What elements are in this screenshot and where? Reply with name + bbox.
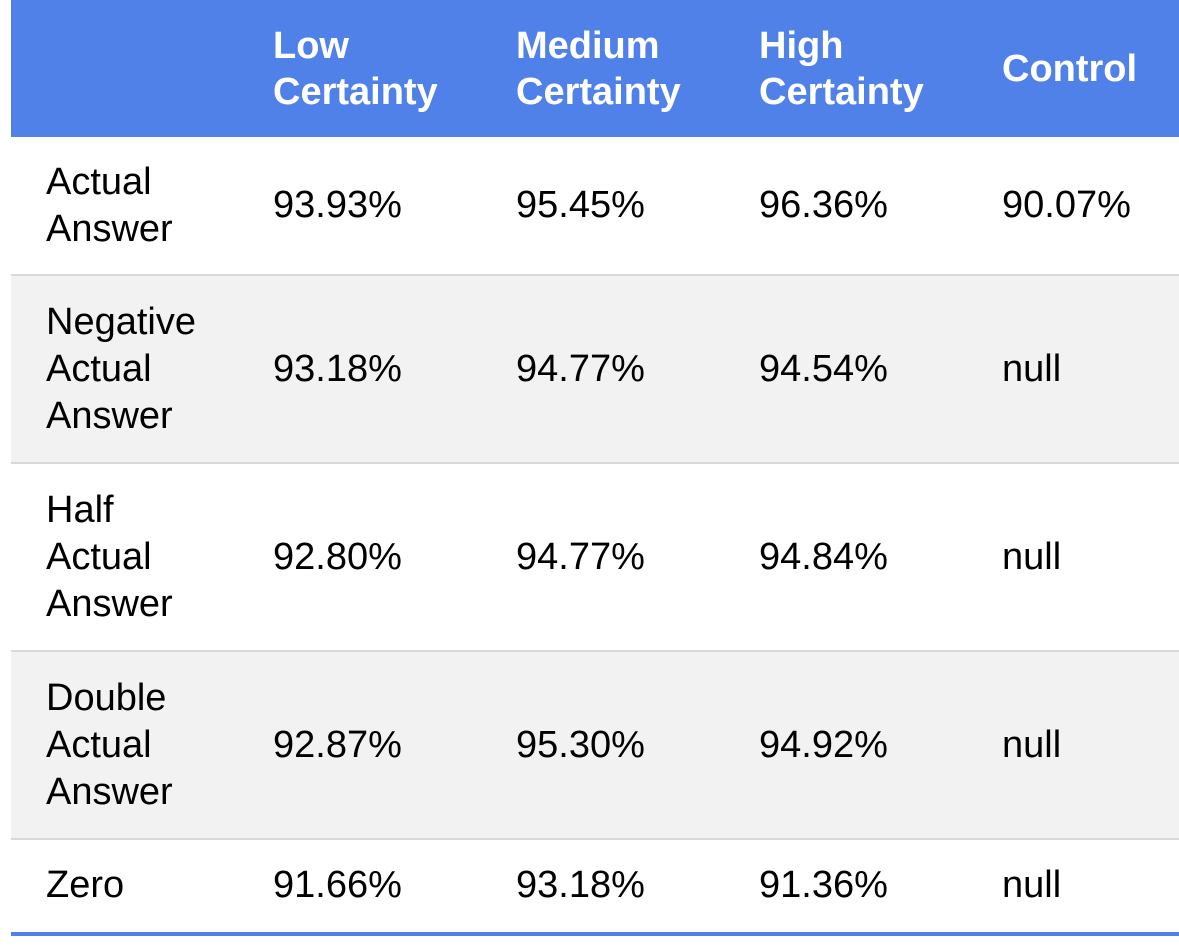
header-row: Low Certainty Medium Certainty High Cert… — [11, 0, 1179, 137]
table-cell: 94.77% — [481, 462, 724, 651]
table-row: Actual Answer 93.93% 95.45% 96.36% 90.07… — [11, 137, 1179, 275]
table-row: Half Actual Answer 92.80% 94.77% 94.84% … — [11, 462, 1179, 651]
header-high-certainty: High Certainty — [759, 24, 924, 113]
table-row: Zero 91.66% 93.18% 91.36% null — [11, 838, 1179, 931]
table-cell: 93.18% — [238, 274, 481, 463]
table-row: Double Actual Answer 92.87% 95.30% 94.92… — [11, 650, 1179, 839]
row-label: Double Actual Answer — [11, 650, 238, 839]
header-low-certainty: Low Certainty — [273, 24, 438, 113]
table-cell: null — [967, 650, 1179, 839]
table-cell: 93.18% — [481, 838, 724, 931]
table-cell: 94.84% — [724, 462, 967, 651]
table-cell: 92.80% — [238, 462, 481, 651]
table-cell: null — [967, 462, 1179, 651]
table-cell: 94.92% — [724, 650, 967, 839]
table-cell: 94.77% — [481, 274, 724, 463]
results-table-container: Low Certainty Medium Certainty High Cert… — [11, 0, 1179, 931]
header-corner — [11, 0, 238, 137]
table-bottom-rule — [11, 932, 1179, 936]
table-row: Negative Actual Answer 93.18% 94.77% 94.… — [11, 274, 1179, 463]
table-cell: 91.66% — [238, 838, 481, 931]
row-label: Half Actual Answer — [11, 462, 238, 651]
row-label: Actual Answer — [46, 160, 173, 250]
table-cell: 96.36% — [759, 184, 888, 226]
header-control: Control — [1002, 47, 1138, 90]
table-cell: 91.36% — [724, 838, 967, 931]
table-cell: 93.93% — [273, 184, 402, 226]
table-cell: 94.54% — [724, 274, 967, 463]
table-cell: null — [967, 274, 1179, 463]
table-cell: 92.87% — [238, 650, 481, 839]
table-cell: 90.07% — [1002, 184, 1131, 226]
table-cell: 95.45% — [516, 184, 645, 226]
table-cell: 95.30% — [481, 650, 724, 839]
results-table: Low Certainty Medium Certainty High Cert… — [11, 0, 1179, 931]
row-label: Zero — [11, 838, 238, 931]
header-medium-certainty: Medium Certainty — [516, 24, 681, 113]
table-cell: null — [967, 838, 1179, 931]
row-label: Negative Actual Answer — [11, 274, 238, 463]
